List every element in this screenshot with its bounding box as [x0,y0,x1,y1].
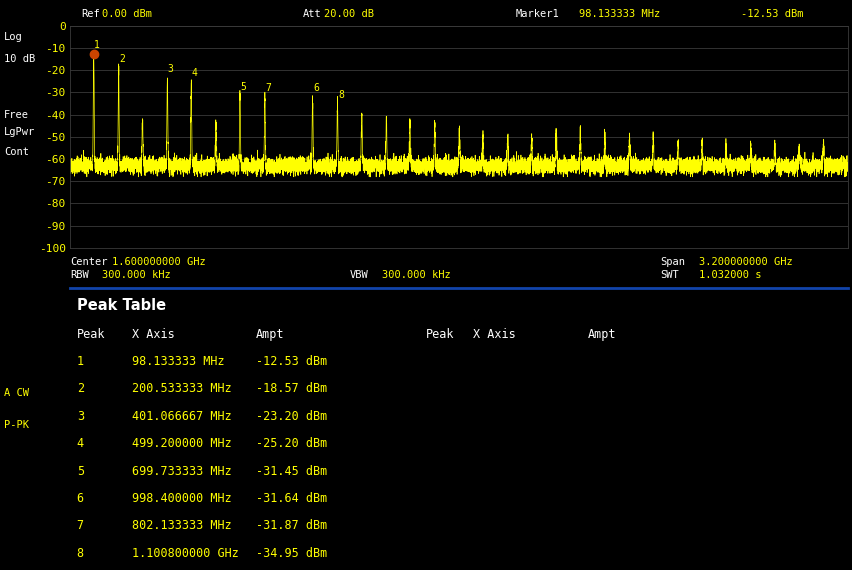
Text: Peak Table: Peak Table [77,298,166,312]
Text: -12.53 dBm: -12.53 dBm [256,355,327,368]
Text: -25.20 dBm: -25.20 dBm [256,437,327,450]
Text: 7: 7 [77,519,83,532]
Text: -18.57 dBm: -18.57 dBm [256,382,327,396]
Text: 1: 1 [95,40,100,50]
Text: 20.00 dB: 20.00 dB [324,9,374,19]
Text: 98.133333 MHz: 98.133333 MHz [132,355,225,368]
Text: X Axis: X Axis [132,328,175,341]
Text: 0.00 dBm: 0.00 dBm [102,9,153,19]
Text: 6: 6 [313,83,319,93]
Text: 1: 1 [77,355,83,368]
Text: Center: Center [70,257,107,267]
Text: 300.000 kHz: 300.000 kHz [102,270,171,280]
Text: P-PK: P-PK [4,420,29,430]
Text: -31.87 dBm: -31.87 dBm [256,519,327,532]
Text: LgPwr: LgPwr [4,127,36,137]
Text: Log: Log [4,32,23,42]
Text: 200.533333 MHz: 200.533333 MHz [132,382,232,396]
Text: 5: 5 [77,465,83,478]
Text: Att: Att [302,9,321,19]
Text: SWT: SWT [660,270,679,280]
Text: 1.100800000 GHz: 1.100800000 GHz [132,547,239,560]
Text: 802.133333 MHz: 802.133333 MHz [132,519,232,532]
Text: 8: 8 [77,547,83,560]
Text: 699.733333 MHz: 699.733333 MHz [132,465,232,478]
Text: -31.45 dBm: -31.45 dBm [256,465,327,478]
Text: 10 dB: 10 dB [4,54,36,64]
Text: -12.53 dBm: -12.53 dBm [741,9,803,19]
Text: 998.400000 MHz: 998.400000 MHz [132,492,232,505]
Text: 3.200000000 GHz: 3.200000000 GHz [699,257,792,267]
Text: 5: 5 [240,82,246,92]
Text: 7: 7 [265,83,271,93]
Text: Peak: Peak [77,328,105,341]
Text: VBW: VBW [349,270,368,280]
Text: Ref: Ref [81,9,100,19]
Text: RBW: RBW [70,270,89,280]
Text: 3: 3 [168,64,174,74]
Text: 6: 6 [77,492,83,505]
Text: Ampt: Ampt [256,328,284,341]
Text: 3: 3 [77,410,83,423]
Text: -34.95 dBm: -34.95 dBm [256,547,327,560]
Text: Free: Free [4,109,29,120]
Text: Marker1: Marker1 [515,9,559,19]
Text: Span: Span [660,257,685,267]
Text: 4: 4 [192,68,198,78]
Text: Cont: Cont [4,148,29,157]
Text: 300.000 kHz: 300.000 kHz [382,270,451,280]
Text: 8: 8 [338,90,344,100]
Text: A CW: A CW [4,388,29,398]
Text: X Axis: X Axis [473,328,515,341]
Text: -23.20 dBm: -23.20 dBm [256,410,327,423]
Text: -31.64 dBm: -31.64 dBm [256,492,327,505]
Text: 2: 2 [77,382,83,396]
Text: 1.600000000 GHz: 1.600000000 GHz [112,257,206,267]
Text: 401.066667 MHz: 401.066667 MHz [132,410,232,423]
Text: 2: 2 [119,54,125,64]
Text: Peak: Peak [426,328,454,341]
Text: 499.200000 MHz: 499.200000 MHz [132,437,232,450]
Text: Ampt: Ampt [588,328,616,341]
Text: 1.032000 s: 1.032000 s [699,270,761,280]
Text: 4: 4 [77,437,83,450]
Text: 98.133333 MHz: 98.133333 MHz [579,9,660,19]
